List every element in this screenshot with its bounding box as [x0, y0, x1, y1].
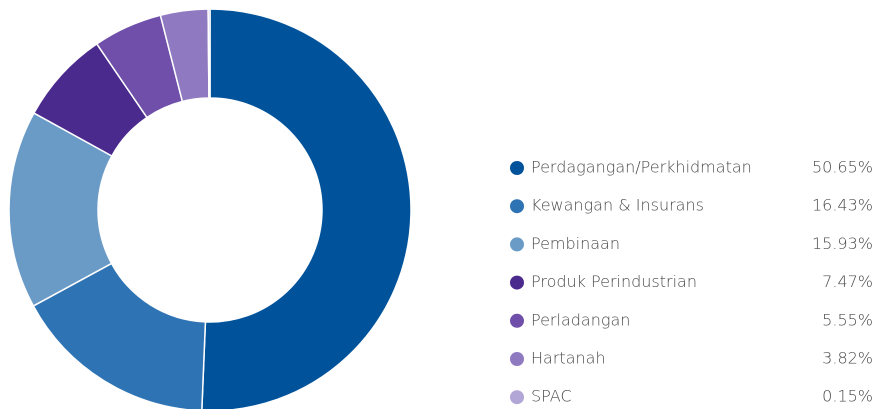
- legend-marker: [510, 390, 524, 405]
- legend-marker: [510, 352, 524, 366]
- legend-label: Hartanah: [531, 349, 606, 368]
- legend-label: Kewangan & Insurans: [531, 196, 704, 215]
- legend-marker: [510, 313, 524, 328]
- legend-marker: [510, 199, 524, 214]
- donut-slice: [8, 112, 113, 307]
- legend-marker: [510, 275, 524, 290]
- donut-slice: [207, 8, 211, 99]
- donut-slice: [201, 8, 412, 409]
- legend-value: 50.65%: [812, 158, 873, 177]
- legend-label: Perladangan: [531, 310, 630, 329]
- legend-value: 5.55%: [822, 310, 873, 329]
- legend-value: 15.93%: [812, 234, 873, 253]
- legend-label: Produk Perindustrian: [531, 272, 697, 291]
- legend-marker: [510, 237, 524, 252]
- legend-marker: [510, 161, 524, 175]
- legend-value: 0.15%: [822, 387, 873, 406]
- legend-value: 16.43%: [812, 196, 873, 215]
- legend-label: Perdagangan/Perkhidmatan: [531, 158, 752, 177]
- legend-value: 3.82%: [822, 349, 873, 368]
- legend-label: Pembinaan: [531, 234, 620, 253]
- legend-label: SPAC: [531, 387, 572, 406]
- legend-value: 7.47%: [822, 272, 873, 291]
